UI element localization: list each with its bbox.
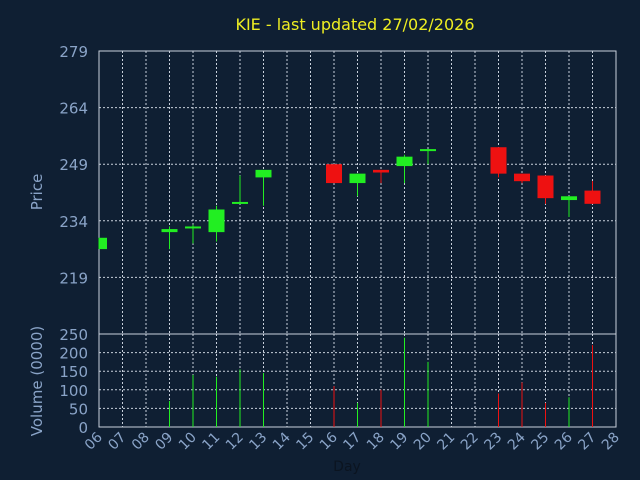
candle-body bbox=[326, 164, 342, 184]
candle-body bbox=[396, 156, 413, 167]
volume-tick-label: 0 bbox=[78, 419, 88, 437]
volume-tick-label: 100 bbox=[59, 382, 88, 400]
price-axis-ticks: 279 264 249 234 219 bbox=[59, 43, 88, 287]
candle-body bbox=[232, 201, 248, 204]
price-tick-label: 234 bbox=[59, 213, 88, 231]
price-tick-label: 264 bbox=[59, 100, 88, 118]
candle-body bbox=[514, 173, 530, 182]
candle-body bbox=[537, 175, 554, 199]
candle-body bbox=[99, 237, 107, 250]
candle-body bbox=[349, 173, 366, 184]
candle-body bbox=[420, 149, 436, 152]
price-tick-label: 279 bbox=[59, 43, 88, 61]
volume-bars bbox=[169, 337, 593, 427]
volume-tick-label: 250 bbox=[59, 326, 88, 344]
price-tick-label: 219 bbox=[59, 269, 88, 287]
candle-body bbox=[185, 226, 201, 229]
price-tick-label: 249 bbox=[59, 156, 88, 174]
volume-tick-label: 50 bbox=[69, 400, 88, 418]
volume-axis-label: Volume (0000) bbox=[28, 326, 46, 436]
x-axis-label: Day bbox=[333, 459, 361, 475]
candle-body bbox=[208, 209, 225, 233]
candles bbox=[98, 147, 601, 250]
volume-tick-label: 150 bbox=[59, 363, 88, 381]
candle-body bbox=[255, 169, 272, 178]
chart-title: KIE - last updated 27/02/2026 bbox=[235, 15, 474, 34]
candle-body bbox=[584, 190, 601, 204]
candle-body bbox=[373, 169, 389, 173]
x-axis-ticks: 06 07 08 09 10 11 12 13 14 15 16 17 18 19 20 21 22 23 24 25… bbox=[82, 429, 623, 453]
candle-body bbox=[561, 196, 577, 201]
candle-body bbox=[490, 147, 507, 174]
price-axis-label: Price bbox=[28, 174, 46, 211]
volume-tick-label: 200 bbox=[59, 345, 88, 363]
candle-body bbox=[161, 229, 178, 233]
